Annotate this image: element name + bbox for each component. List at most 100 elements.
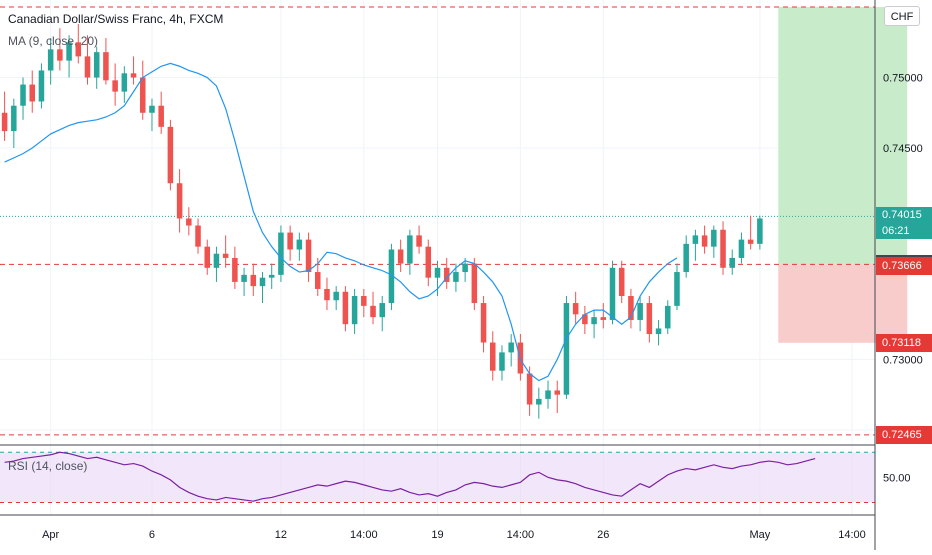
candle-body[interactable] <box>618 267 625 296</box>
candle-body[interactable] <box>683 243 689 273</box>
time-tick-label: Apr <box>42 529 59 541</box>
candle-body[interactable] <box>351 296 358 325</box>
candle-body[interactable] <box>1 112 8 132</box>
candle-body[interactable] <box>186 218 192 226</box>
candle-body[interactable] <box>674 272 680 306</box>
candle-body[interactable] <box>499 352 505 371</box>
candle-body[interactable] <box>692 235 699 244</box>
rsi-band <box>0 452 875 503</box>
candle-body[interactable] <box>582 314 588 325</box>
candle-body[interactable] <box>222 253 229 258</box>
candle-body[interactable] <box>462 263 468 273</box>
candle-body[interactable] <box>361 296 367 306</box>
candle-body[interactable] <box>11 105 17 132</box>
candle-body[interactable] <box>545 390 551 399</box>
candle-body[interactable] <box>29 84 35 102</box>
price-axis-label: 0.72465 <box>876 425 932 444</box>
candle-body[interactable] <box>563 303 570 395</box>
time-tick-label: May <box>749 529 770 541</box>
candle-body[interactable] <box>176 183 183 219</box>
candle-body[interactable] <box>296 239 303 250</box>
candle-body[interactable] <box>480 303 487 343</box>
ma-legend: MA (9, close, 20) <box>8 34 99 48</box>
candle-body[interactable] <box>526 373 533 405</box>
candle-body[interactable] <box>278 232 284 275</box>
candle-body[interactable] <box>213 253 220 268</box>
candle-body[interactable] <box>130 73 137 78</box>
candle-body[interactable] <box>665 305 671 329</box>
candle-body[interactable] <box>232 257 238 282</box>
candle-body[interactable] <box>57 49 63 61</box>
candle-body[interactable] <box>66 42 72 61</box>
candle-body[interactable] <box>471 263 478 304</box>
candle-body[interactable] <box>453 272 459 282</box>
candle-body[interactable] <box>259 277 266 287</box>
candle-body[interactable] <box>103 52 109 81</box>
candle-body[interactable] <box>315 272 321 289</box>
candle-body[interactable] <box>536 398 542 405</box>
time-tick-label: 19 <box>431 529 443 541</box>
candle-body[interactable] <box>140 77 146 113</box>
candle-body[interactable] <box>305 239 312 273</box>
candle-body[interactable] <box>757 218 763 244</box>
candle-body[interactable] <box>554 390 560 395</box>
candle-body[interactable] <box>158 105 164 127</box>
candle-body[interactable] <box>490 342 496 371</box>
candle-body[interactable] <box>241 274 247 282</box>
loss-zone[interactable] <box>778 264 908 343</box>
candle-body[interactable] <box>701 235 708 247</box>
candle-body[interactable] <box>75 42 82 57</box>
candle-body[interactable] <box>121 73 128 92</box>
candle-body[interactable] <box>93 52 100 78</box>
rsi-line[interactable] <box>4 451 816 502</box>
candle-body[interactable] <box>167 126 174 184</box>
candle-body[interactable] <box>287 232 293 250</box>
candle-body[interactable] <box>729 257 735 268</box>
candle-body[interactable] <box>508 342 514 353</box>
candle-body[interactable] <box>268 274 275 278</box>
candle-body[interactable] <box>397 249 404 264</box>
candle-body[interactable] <box>342 291 349 325</box>
candle-body[interactable] <box>600 317 607 320</box>
price-tick-label: 0.75000 <box>883 73 923 85</box>
price-axis-value: 0.74015 <box>882 209 922 222</box>
candle-body[interactable] <box>20 84 26 106</box>
candle-body[interactable] <box>370 305 376 318</box>
candle-body[interactable] <box>38 70 45 102</box>
candle-body[interactable] <box>711 229 717 247</box>
candle-body[interactable] <box>379 303 385 318</box>
candle-body[interactable] <box>591 317 597 325</box>
candle-body[interactable] <box>425 246 432 278</box>
candle-body[interactable] <box>416 235 422 247</box>
candle-body[interactable] <box>47 49 54 71</box>
ma-line[interactable] <box>4 62 678 382</box>
candle-body[interactable] <box>84 56 91 78</box>
chart-title: Canadian Dollar/Swiss Franc, 4h, FXCM <box>8 12 224 26</box>
candle-body[interactable] <box>204 246 210 268</box>
candle-body[interactable] <box>333 291 339 301</box>
candle-body[interactable] <box>637 303 643 320</box>
candle-body[interactable] <box>655 328 662 335</box>
rsi-tick-label: 50.00 <box>883 472 911 484</box>
candle-body[interactable] <box>324 288 330 301</box>
candle-body[interactable] <box>434 267 441 278</box>
candle-body[interactable] <box>720 229 726 268</box>
candle-body[interactable] <box>628 296 634 320</box>
candle-body[interactable] <box>738 239 745 258</box>
candle-body[interactable] <box>250 274 257 287</box>
candle-body[interactable] <box>747 239 754 244</box>
candle-body[interactable] <box>195 225 201 247</box>
candle-body[interactable] <box>149 105 155 113</box>
time-tick-label: 14:00 <box>838 529 866 541</box>
candle-body[interactable] <box>646 303 653 335</box>
candle-body[interactable] <box>407 235 413 264</box>
candle-body[interactable] <box>609 267 616 320</box>
candle-body[interactable] <box>112 80 118 92</box>
candle-body[interactable] <box>572 303 579 315</box>
candle-body[interactable] <box>388 249 395 304</box>
candle-body[interactable] <box>443 267 450 282</box>
time-tick-label: 14:00 <box>350 529 378 541</box>
currency-button[interactable]: CHF <box>884 6 920 26</box>
